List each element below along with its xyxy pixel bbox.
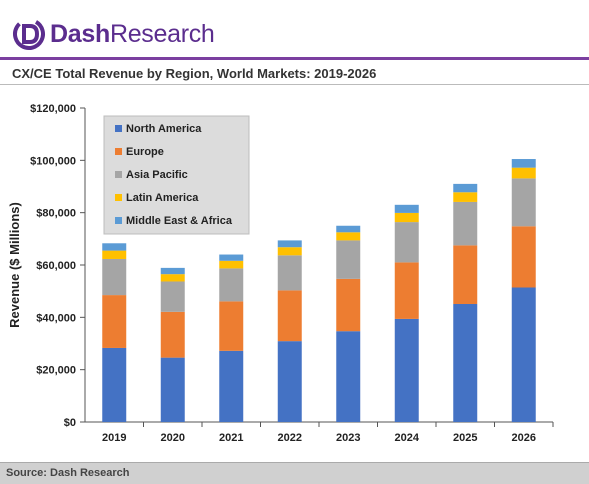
legend-label: Middle East & Africa bbox=[126, 215, 233, 227]
bar-latin-america-2020 bbox=[160, 274, 185, 282]
bar-north-america-2021 bbox=[219, 350, 244, 422]
source-note: Source: Dash Research bbox=[6, 467, 130, 479]
logo-text: DashResearch bbox=[50, 19, 215, 48]
y-tick-label: $40,000 bbox=[36, 312, 76, 324]
y-tick-label: $120,000 bbox=[30, 103, 76, 115]
x-tick-label: 2020 bbox=[161, 432, 185, 444]
bar-middle-east-africa-2019 bbox=[102, 243, 127, 251]
bar-north-america-2025 bbox=[453, 303, 478, 422]
bar-middle-east-africa-2021 bbox=[219, 254, 244, 261]
y-axis-label: Revenue ($ Millions) bbox=[7, 202, 22, 328]
bar-latin-america-2026 bbox=[511, 167, 536, 179]
bar-latin-america-2019 bbox=[102, 250, 127, 259]
bar-latin-america-2024 bbox=[394, 212, 419, 223]
bar-latin-america-2025 bbox=[453, 192, 478, 202]
bar-asia-pacific-2019 bbox=[102, 258, 127, 296]
chart-title: CX/CE Total Revenue by Region, World Mar… bbox=[12, 66, 377, 81]
bar-asia-pacific-2021 bbox=[219, 268, 244, 302]
x-tick-label: 2023 bbox=[336, 432, 360, 444]
bar-middle-east-africa-2022 bbox=[277, 240, 302, 248]
legend-swatch bbox=[115, 194, 122, 201]
bar-latin-america-2023 bbox=[336, 232, 361, 241]
x-tick-label: 2021 bbox=[219, 432, 243, 444]
bar-asia-pacific-2026 bbox=[511, 178, 536, 227]
legend-swatch bbox=[115, 217, 122, 224]
legend-label: Europe bbox=[126, 146, 164, 158]
y-tick-label: $0 bbox=[64, 417, 76, 429]
bar-asia-pacific-2025 bbox=[453, 201, 478, 246]
legend-swatch bbox=[115, 171, 122, 178]
bar-middle-east-africa-2023 bbox=[336, 225, 361, 233]
legend-label: North America bbox=[126, 123, 202, 135]
footer: Source: Dash Research bbox=[0, 462, 589, 484]
bar-europe-2026 bbox=[511, 226, 536, 288]
y-tick-label: $100,000 bbox=[30, 155, 76, 167]
legend-swatch bbox=[115, 148, 122, 155]
bar-north-america-2023 bbox=[336, 331, 361, 422]
bar-north-america-2026 bbox=[511, 287, 536, 422]
bar-north-america-2020 bbox=[160, 357, 185, 422]
bar-europe-2023 bbox=[336, 278, 361, 332]
bar-europe-2020 bbox=[160, 311, 185, 358]
legend-label: Asia Pacific bbox=[126, 169, 188, 181]
y-tick-label: $80,000 bbox=[36, 208, 76, 220]
x-tick-label: 2025 bbox=[453, 432, 477, 444]
title-rule bbox=[0, 84, 589, 85]
legend-swatch bbox=[115, 125, 122, 132]
dash-research-logo-icon bbox=[13, 18, 45, 50]
bar-north-america-2019 bbox=[102, 347, 127, 422]
header-rule bbox=[0, 57, 589, 60]
legend: North America Europe Asia Pacific Latin Ame… bbox=[103, 115, 250, 235]
bar-asia-pacific-2024 bbox=[394, 222, 419, 263]
bar-asia-pacific-2023 bbox=[336, 240, 361, 279]
x-tick-label: 2019 bbox=[102, 432, 126, 444]
x-tick-label: 2026 bbox=[512, 432, 536, 444]
x-tick-label: 2024 bbox=[395, 432, 420, 444]
bar-asia-pacific-2020 bbox=[160, 281, 185, 312]
bar-asia-pacific-2022 bbox=[277, 255, 302, 291]
legend-box bbox=[103, 115, 250, 235]
bar-middle-east-africa-2024 bbox=[394, 204, 419, 213]
bar-north-america-2022 bbox=[277, 341, 302, 422]
bar-europe-2021 bbox=[219, 301, 244, 351]
bar-middle-east-africa-2020 bbox=[160, 267, 185, 275]
bar-north-america-2024 bbox=[394, 318, 419, 422]
bar-europe-2022 bbox=[277, 290, 302, 342]
legend-label: Latin America bbox=[126, 192, 199, 204]
y-tick-label: $20,000 bbox=[36, 365, 76, 377]
bar-middle-east-africa-2025 bbox=[453, 183, 478, 193]
bar-latin-america-2022 bbox=[277, 247, 302, 256]
x-tick-label: 2022 bbox=[278, 432, 302, 444]
logo: DashResearch bbox=[12, 14, 215, 54]
bar-latin-america-2021 bbox=[219, 260, 244, 269]
y-tick-label: $60,000 bbox=[36, 260, 76, 272]
bar-middle-east-africa-2026 bbox=[511, 159, 536, 168]
bar-europe-2019 bbox=[102, 295, 127, 348]
bar-europe-2024 bbox=[394, 262, 419, 319]
stacked-bar-chart: $0 $20,000 $40,000 $60,000 $80,000 $100,000 $1… bbox=[7, 103, 554, 444]
bar-europe-2025 bbox=[453, 245, 478, 304]
